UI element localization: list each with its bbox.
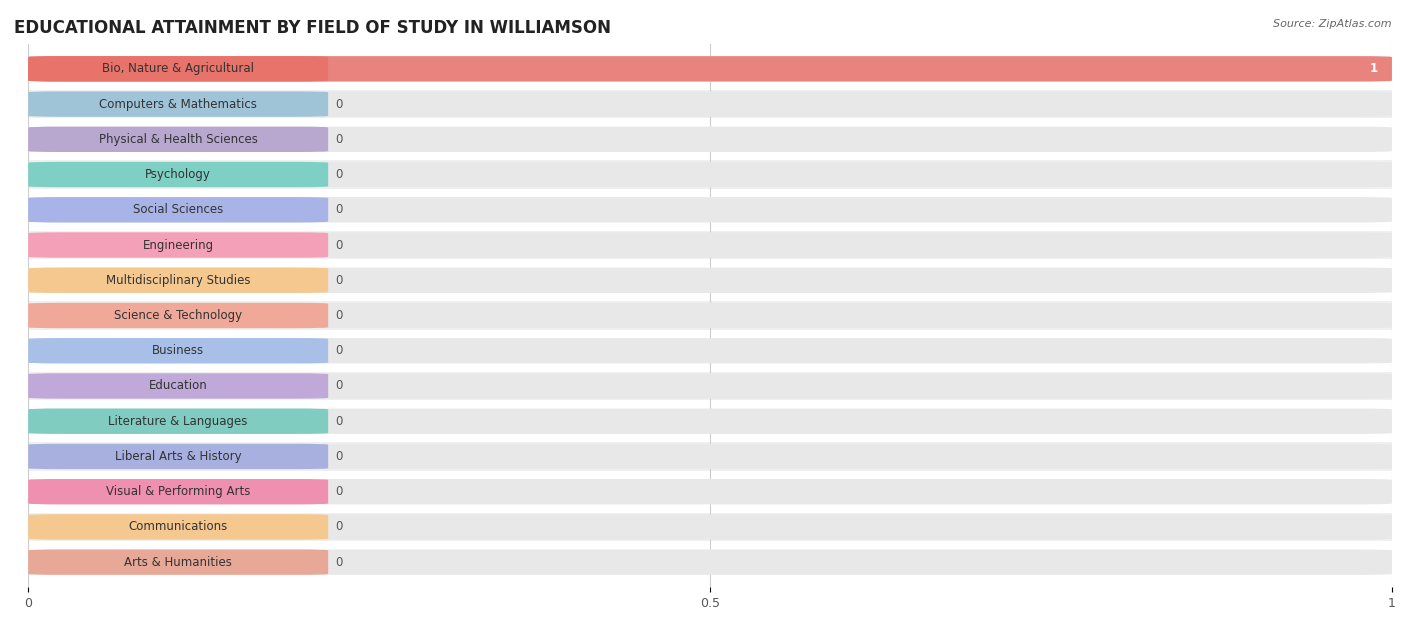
Text: 0: 0: [335, 203, 342, 216]
Text: Computers & Mathematics: Computers & Mathematics: [100, 98, 257, 110]
FancyBboxPatch shape: [28, 268, 1392, 293]
FancyBboxPatch shape: [28, 266, 1392, 294]
Text: 0: 0: [335, 521, 342, 533]
FancyBboxPatch shape: [28, 91, 1392, 117]
Text: EDUCATIONAL ATTAINMENT BY FIELD OF STUDY IN WILLIAMSON: EDUCATIONAL ATTAINMENT BY FIELD OF STUDY…: [14, 19, 612, 37]
FancyBboxPatch shape: [28, 514, 1392, 540]
Text: Communications: Communications: [128, 521, 228, 533]
FancyBboxPatch shape: [28, 91, 328, 117]
Text: Engineering: Engineering: [142, 239, 214, 252]
FancyBboxPatch shape: [28, 407, 1392, 435]
FancyBboxPatch shape: [28, 160, 1392, 189]
FancyBboxPatch shape: [28, 127, 328, 152]
FancyBboxPatch shape: [28, 550, 328, 575]
Text: Bio, Nature & Agricultural: Bio, Nature & Agricultural: [103, 62, 254, 75]
FancyBboxPatch shape: [28, 444, 1392, 469]
Text: Science & Technology: Science & Technology: [114, 309, 242, 322]
FancyBboxPatch shape: [28, 479, 328, 504]
Text: Visual & Performing Arts: Visual & Performing Arts: [105, 485, 250, 498]
Text: Liberal Arts & History: Liberal Arts & History: [115, 450, 242, 463]
FancyBboxPatch shape: [28, 479, 1392, 504]
FancyBboxPatch shape: [28, 162, 1392, 187]
Text: Arts & Humanities: Arts & Humanities: [124, 556, 232, 569]
FancyBboxPatch shape: [28, 338, 1392, 363]
FancyBboxPatch shape: [28, 374, 328, 399]
FancyBboxPatch shape: [28, 374, 1392, 399]
FancyBboxPatch shape: [28, 303, 1392, 328]
Text: 0: 0: [335, 98, 342, 110]
FancyBboxPatch shape: [28, 408, 1392, 434]
FancyBboxPatch shape: [28, 302, 1392, 329]
FancyBboxPatch shape: [28, 127, 1392, 152]
FancyBboxPatch shape: [28, 125, 1392, 153]
FancyBboxPatch shape: [28, 513, 1392, 541]
Text: Social Sciences: Social Sciences: [134, 203, 224, 216]
FancyBboxPatch shape: [28, 408, 328, 434]
Text: 0: 0: [335, 133, 342, 146]
FancyBboxPatch shape: [28, 56, 1392, 81]
FancyBboxPatch shape: [28, 196, 1392, 224]
FancyBboxPatch shape: [28, 231, 1392, 259]
FancyBboxPatch shape: [28, 162, 328, 187]
Text: 1: 1: [1371, 62, 1378, 75]
FancyBboxPatch shape: [28, 232, 328, 257]
Text: Physical & Health Sciences: Physical & Health Sciences: [98, 133, 257, 146]
FancyBboxPatch shape: [28, 55, 1392, 83]
FancyBboxPatch shape: [28, 303, 328, 328]
Text: Psychology: Psychology: [145, 168, 211, 181]
FancyBboxPatch shape: [28, 268, 328, 293]
FancyBboxPatch shape: [28, 197, 328, 223]
FancyBboxPatch shape: [28, 372, 1392, 400]
FancyBboxPatch shape: [28, 90, 1392, 118]
Text: 0: 0: [335, 485, 342, 498]
FancyBboxPatch shape: [28, 56, 1392, 81]
FancyBboxPatch shape: [28, 337, 1392, 365]
FancyBboxPatch shape: [28, 514, 328, 540]
Text: Source: ZipAtlas.com: Source: ZipAtlas.com: [1274, 19, 1392, 29]
Text: Business: Business: [152, 345, 204, 357]
FancyBboxPatch shape: [28, 550, 1392, 575]
Text: 0: 0: [335, 309, 342, 322]
Text: Multidisciplinary Studies: Multidisciplinary Studies: [105, 274, 250, 286]
FancyBboxPatch shape: [28, 338, 328, 363]
FancyBboxPatch shape: [28, 444, 328, 469]
Text: 0: 0: [335, 379, 342, 392]
Text: 0: 0: [335, 415, 342, 428]
FancyBboxPatch shape: [28, 442, 1392, 471]
FancyBboxPatch shape: [28, 197, 1392, 223]
Text: Education: Education: [149, 379, 208, 392]
Text: 0: 0: [335, 556, 342, 569]
FancyBboxPatch shape: [28, 478, 1392, 506]
Text: 0: 0: [335, 274, 342, 286]
Text: Literature & Languages: Literature & Languages: [108, 415, 247, 428]
Text: 0: 0: [335, 168, 342, 181]
FancyBboxPatch shape: [28, 56, 328, 81]
FancyBboxPatch shape: [28, 232, 1392, 257]
Text: 0: 0: [335, 345, 342, 357]
FancyBboxPatch shape: [28, 548, 1392, 576]
Text: 0: 0: [335, 239, 342, 252]
Text: 0: 0: [335, 450, 342, 463]
